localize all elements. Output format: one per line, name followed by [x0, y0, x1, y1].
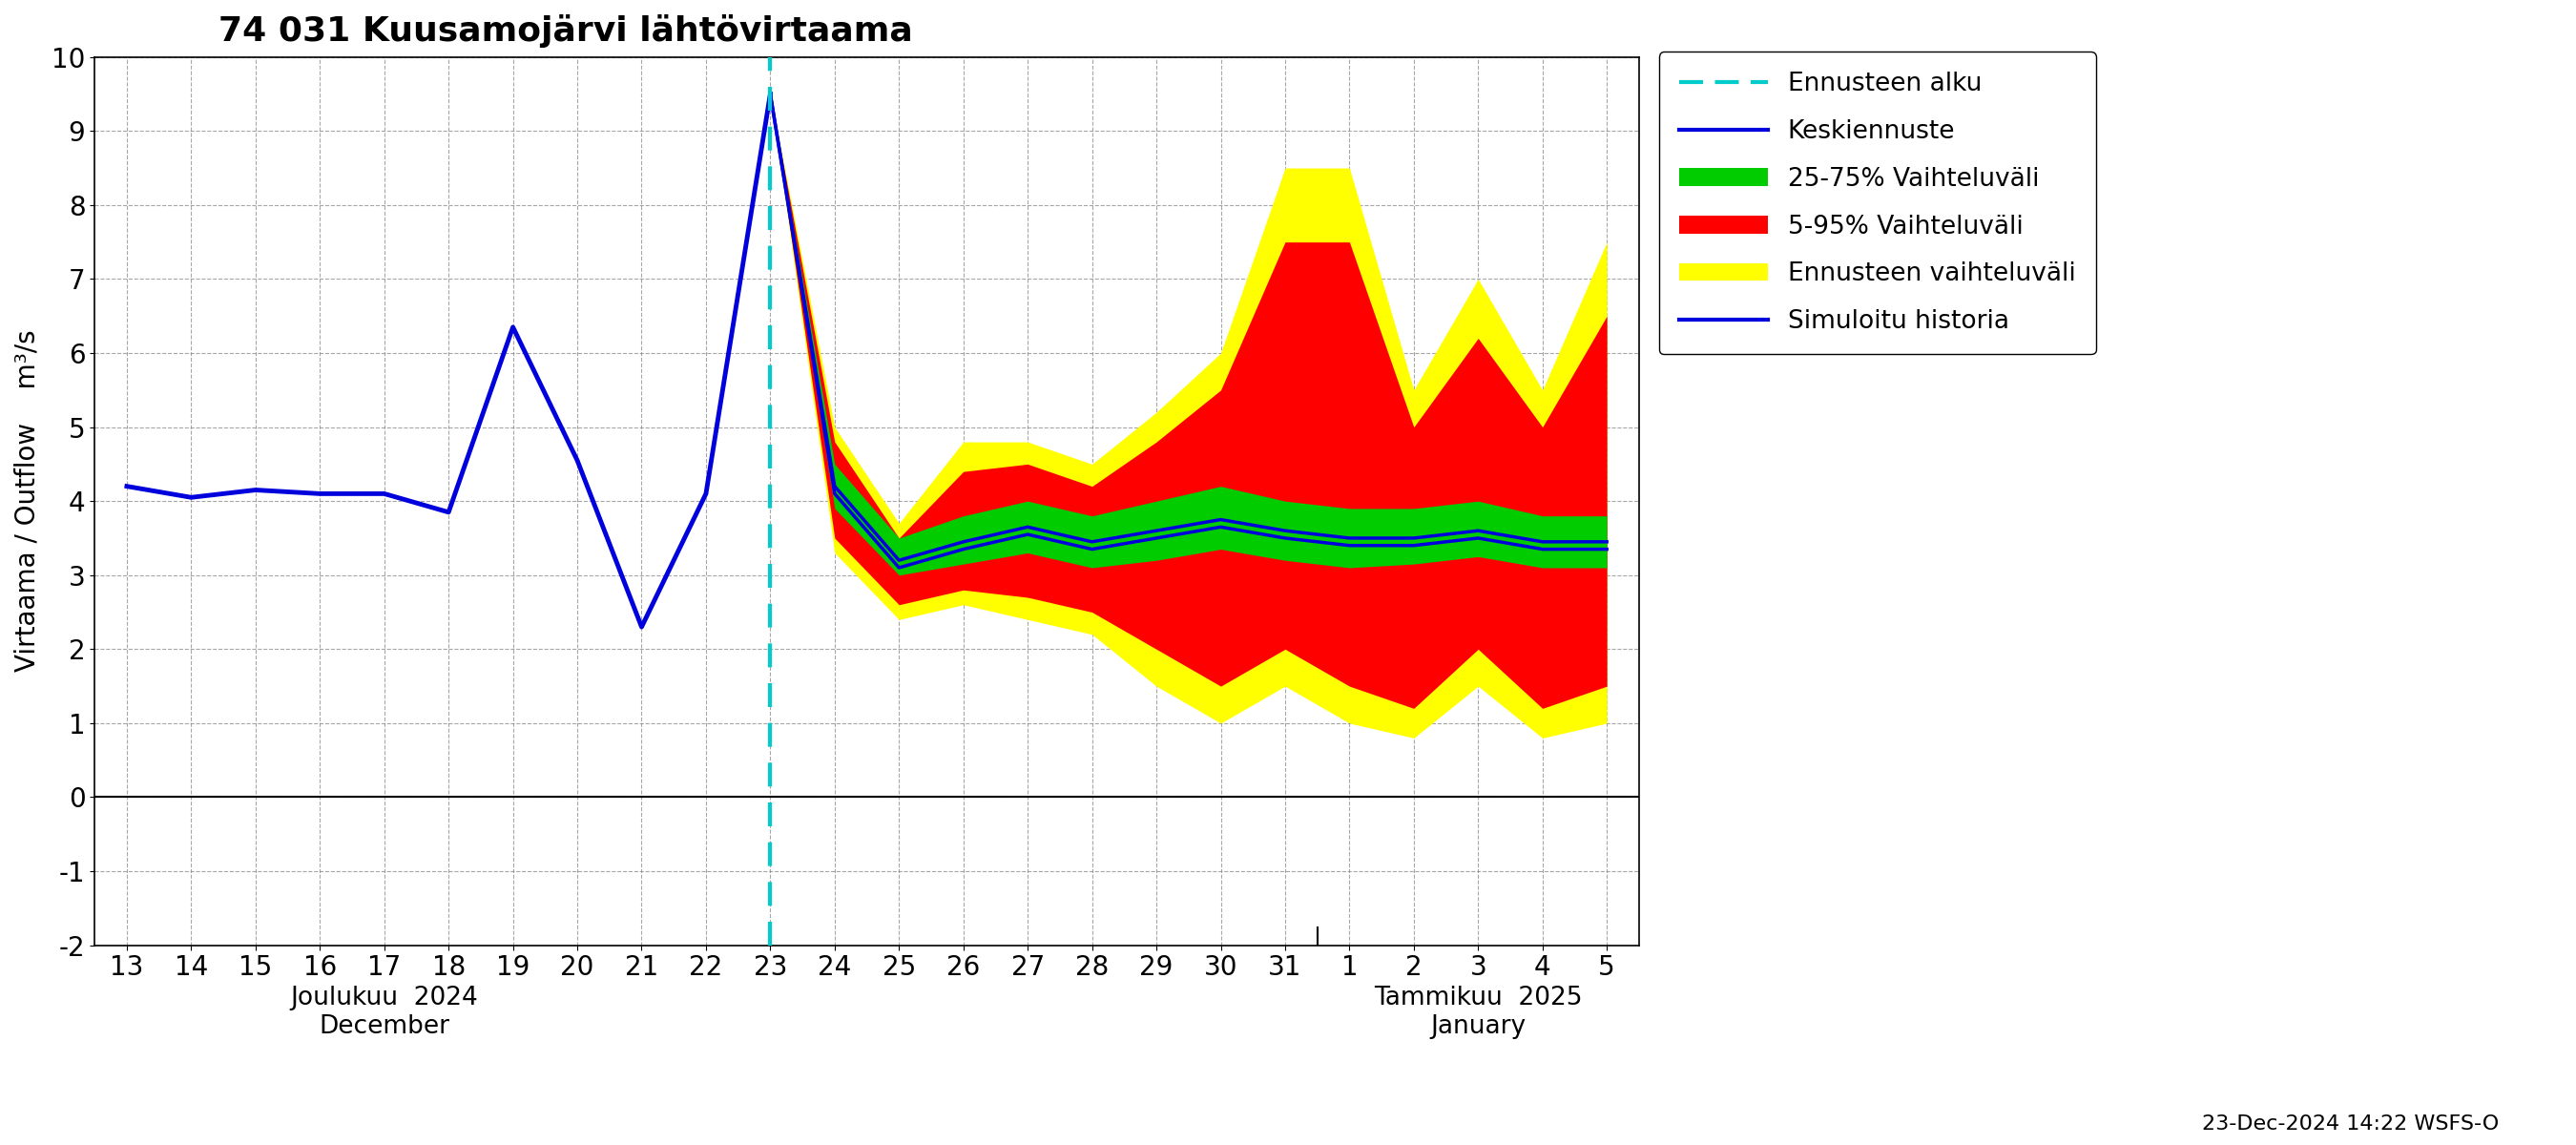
- Legend: Ennusteen alku, Keskiennuste, 25-75% Vaihteluväli, 5-95% Vaihteluväli, Ennusteen: Ennusteen alku, Keskiennuste, 25-75% Vai…: [1659, 52, 2097, 354]
- Text: Tammikuu  2025
January: Tammikuu 2025 January: [1373, 986, 1582, 1040]
- Text: 23-Dec-2024 14:22 WSFS-O: 23-Dec-2024 14:22 WSFS-O: [2202, 1114, 2499, 1134]
- Y-axis label: Virtaama / Outflow    m³/s: Virtaama / Outflow m³/s: [15, 330, 41, 672]
- Text: 74 031 Kuusamojärvi lähtövirtaama: 74 031 Kuusamojärvi lähtövirtaama: [219, 14, 912, 48]
- Text: Joulukuu  2024
December: Joulukuu 2024 December: [291, 986, 479, 1040]
